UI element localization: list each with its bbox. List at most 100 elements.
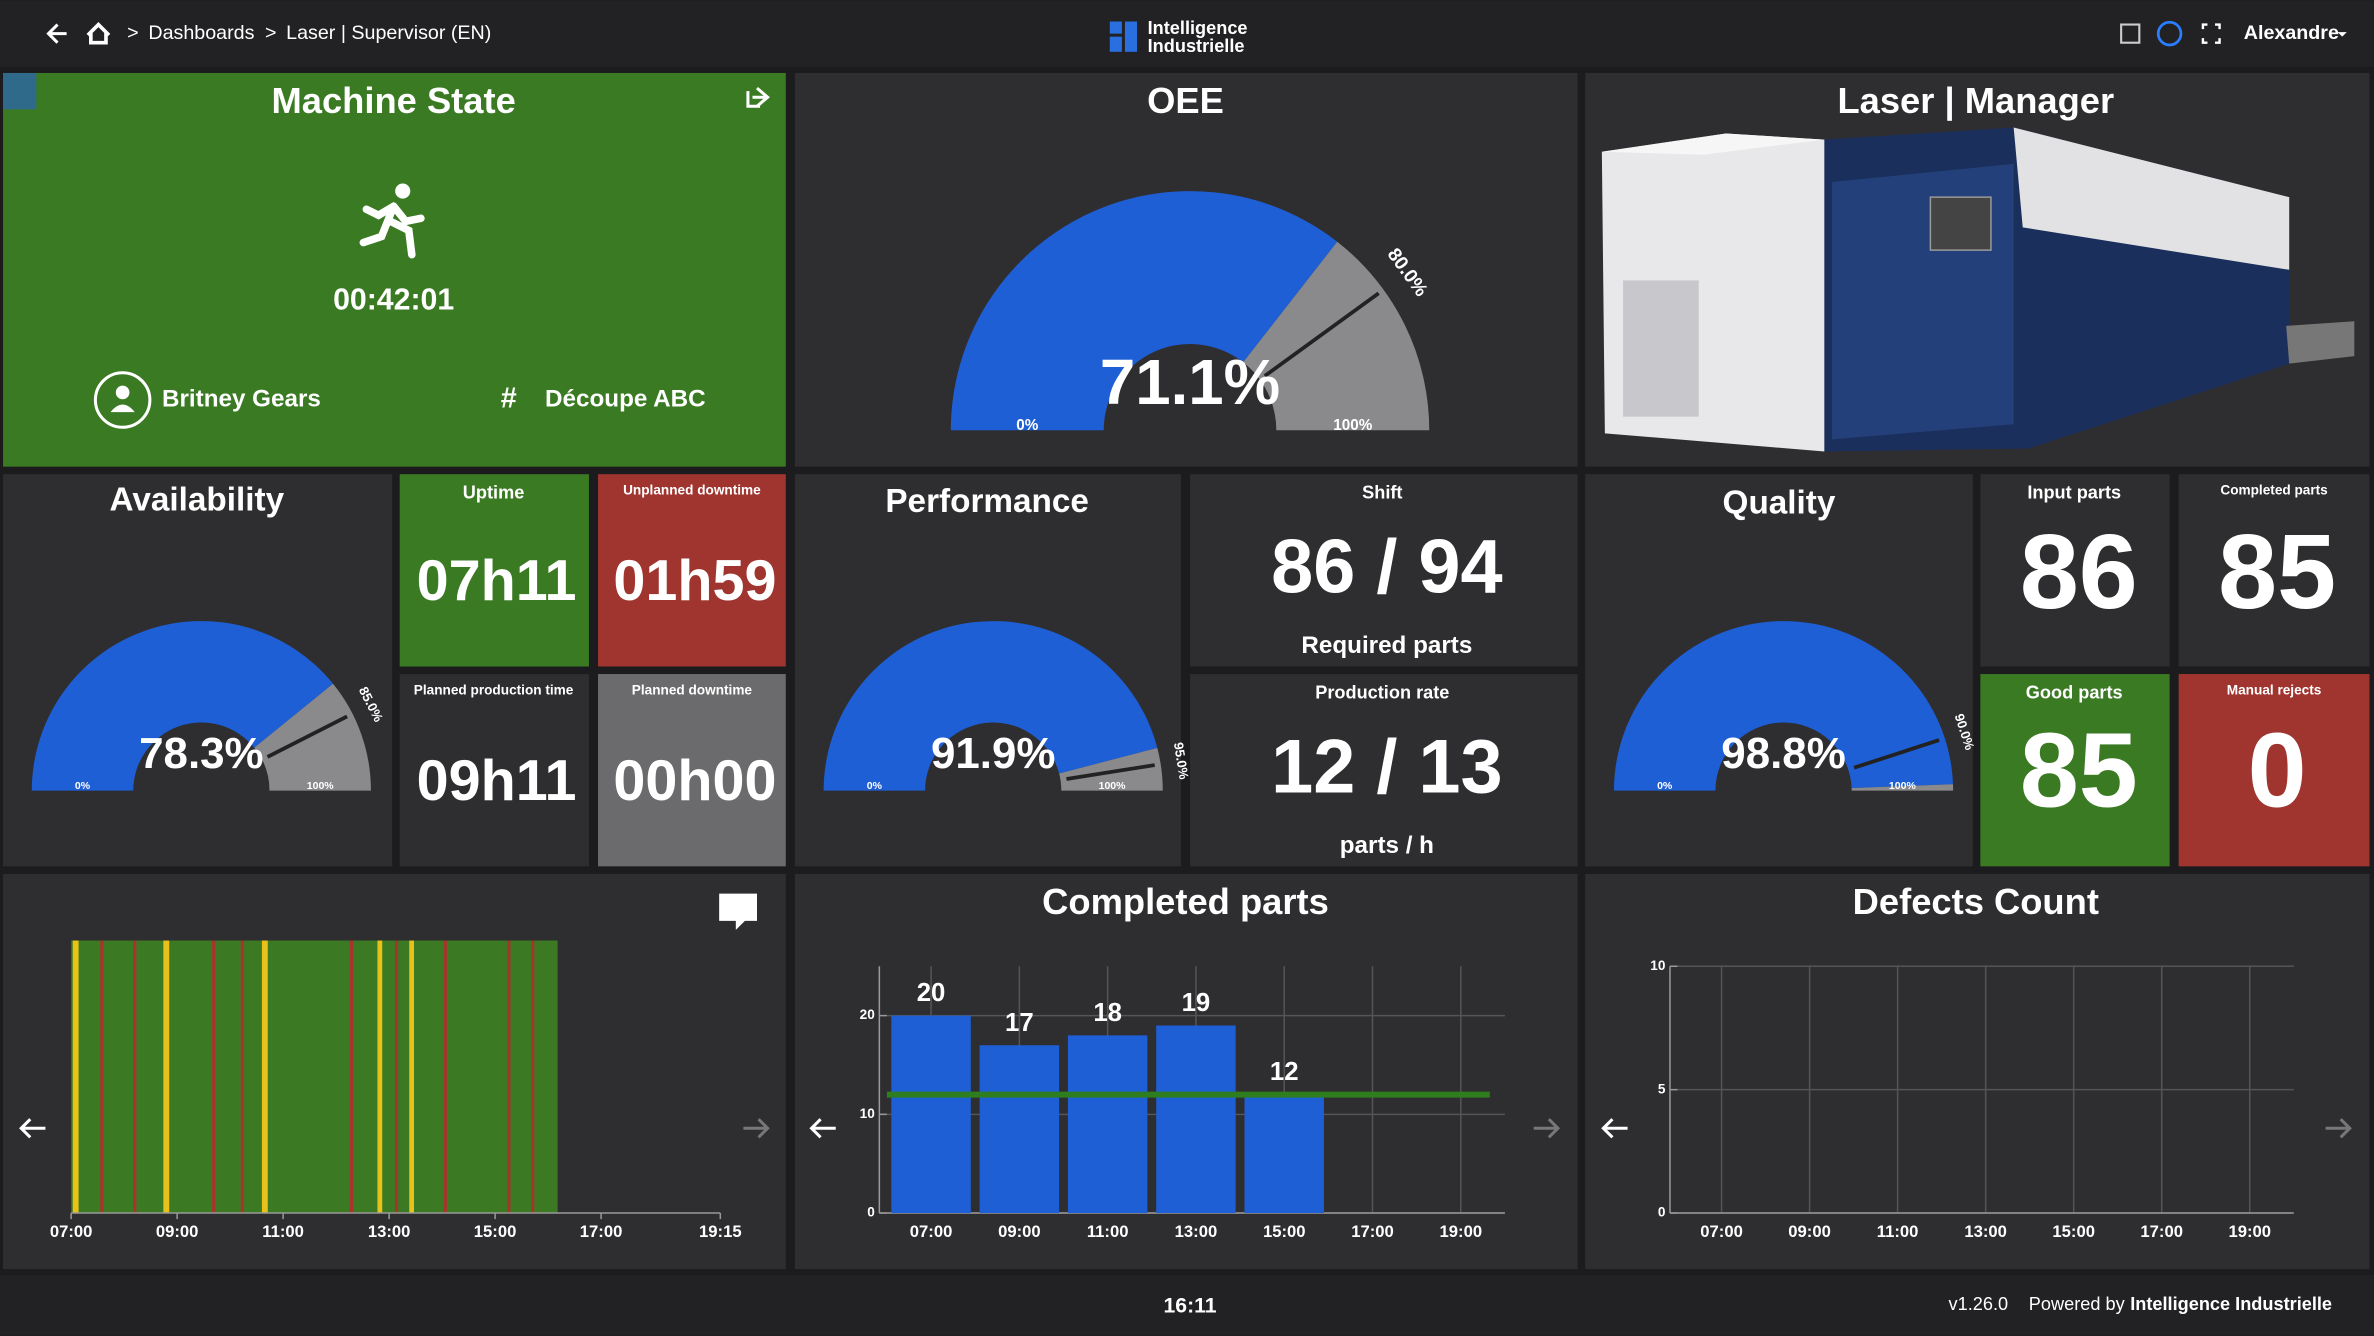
bar [891, 1015, 971, 1214]
panel-title: Laser | Manager [1837, 80, 2114, 122]
panel-title: Availability [110, 481, 285, 518]
logout-icon[interactable] [746, 86, 770, 108]
gauge-tick-label: 0% [1657, 780, 1673, 792]
version: v1.26.0 [1949, 1294, 2009, 1314]
gauge-tick-label: 0% [75, 780, 91, 792]
planned-production-tile [399, 674, 589, 867]
operator: Britney Gears [162, 385, 321, 412]
gauge-tick-label: 100% [1333, 417, 1372, 434]
operator-icon [93, 371, 152, 429]
tile-value: 12 / 13 [1271, 724, 1502, 809]
operator-icon-head [115, 385, 130, 400]
x-tick-label: 09:00 [1788, 1222, 1831, 1241]
tile-title: Input parts [2027, 483, 2121, 503]
gauge-value-arc [823, 621, 1158, 791]
bar-label: 18 [1093, 999, 1122, 1027]
defects-panel [1585, 873, 2370, 1270]
x-tick-label: 17:00 [2140, 1222, 2183, 1241]
timeline-segment [133, 940, 137, 1214]
input-parts-tile [1980, 474, 2170, 667]
gauge-tick-label: 100% [307, 780, 335, 792]
y-tick-label: 20 [860, 1007, 876, 1022]
bar-label: 17 [1005, 1009, 1034, 1037]
gauge-remainder-arc [1851, 784, 1954, 791]
tile-title: Uptime [463, 483, 525, 503]
panel-title: Quality [1723, 484, 1836, 521]
footer-bar [0, 1275, 2374, 1336]
x-tick-label: 11:00 [1877, 1222, 1919, 1241]
breadcrumb[interactable]: Dashboards [148, 22, 254, 44]
gauge-value-arc [1613, 621, 1953, 791]
tile-title: Unplanned downtime [623, 482, 761, 497]
tile-title: Planned downtime [632, 682, 753, 697]
panel-title: Performance [885, 483, 1089, 520]
panel-title: Machine State [272, 80, 516, 121]
x-tick-label: 13:00 [368, 1222, 411, 1241]
next-arrow[interactable] [2325, 1118, 2352, 1139]
next-arrow[interactable] [743, 1118, 770, 1139]
x-tick-label: 13:00 [1175, 1222, 1218, 1241]
unplanned-downtime-tile [598, 474, 786, 667]
gauge-remainder-arc [1243, 241, 1430, 431]
tile-value: 86 [2020, 513, 2138, 631]
gauge-tick-label: 100% [1889, 780, 1917, 792]
back-icon[interactable] [46, 23, 67, 44]
machine-image [1601, 127, 2355, 452]
y-tick-label: 5 [1658, 1081, 1666, 1096]
timeline-segment [349, 940, 354, 1214]
panel-title: OEE [1147, 80, 1224, 121]
prev-arrow[interactable] [19, 1118, 46, 1139]
timeline-segment [394, 940, 399, 1214]
machine-state-panel [3, 72, 786, 467]
fullscreen-icon[interactable] [2201, 23, 2221, 44]
gauge-value-label: 91.9% [931, 729, 1055, 778]
tile-unit: Required parts [1301, 632, 1472, 659]
tile-value: 85 [2020, 712, 2138, 830]
user-menu[interactable]: Alexandre [2244, 22, 2339, 44]
tile-value: 85 [2218, 513, 2336, 631]
x-tick-label: 11:00 [262, 1222, 304, 1241]
timeline-segment [377, 940, 383, 1214]
y-tick-label: 10 [860, 1106, 876, 1121]
prev-arrow[interactable] [809, 1118, 836, 1139]
separator: > [265, 22, 277, 44]
home-icon[interactable] [86, 21, 111, 45]
completed-parts-tile [2178, 474, 2370, 667]
gauge-target-needle [1853, 738, 1940, 770]
charts: 80.0%0% 100%71.1%85.0%0% 100%78.3% 95.0%0% 1… [31, 191, 2294, 1241]
next-arrow[interactable] [1533, 1118, 1561, 1139]
nav-arrows [19, 1118, 2352, 1139]
tile-title: Good parts [2026, 683, 2123, 703]
bar-label: 19 [1182, 989, 1211, 1017]
timeline-segment [72, 940, 79, 1214]
tile-value: 0 [2248, 712, 2307, 830]
production-rate-tile [1190, 674, 1578, 867]
comment-icon[interactable] [719, 893, 758, 930]
tile-title: Production rate [1315, 683, 1449, 703]
breadcrumb[interactable]: Laser | Supervisor (EN) [286, 22, 491, 44]
x-tick-label: 17:00 [580, 1222, 623, 1241]
edit-icon[interactable] [2120, 23, 2141, 44]
timeline-segment [261, 940, 268, 1214]
tile-title: Shift [1362, 483, 1402, 503]
planned-downtime-tile [598, 674, 786, 867]
prev-arrow[interactable] [1601, 1118, 1628, 1139]
x-tick-label: 13:00 [1964, 1222, 2007, 1241]
gauge-remainder-arc [254, 683, 371, 791]
gauge-target-needle [1066, 763, 1156, 781]
logo-text: Intelligence [1148, 18, 1248, 38]
tile-value: 00h00 [613, 749, 776, 813]
help-icon[interactable] [2156, 20, 2183, 47]
tile-value: 86 / 94 [1271, 525, 1502, 610]
running-icon [359, 183, 425, 259]
gauge-remainder-arc [1059, 747, 1163, 791]
timeline-segment [212, 940, 216, 1214]
x-tick-label: 07:00 [910, 1222, 953, 1241]
y-tick-label: 10 [1650, 958, 1666, 973]
gauge-value-label: 78.3% [139, 729, 263, 778]
powered-by: Powered by [2029, 1294, 2126, 1314]
menu-button[interactable] [3, 72, 37, 110]
